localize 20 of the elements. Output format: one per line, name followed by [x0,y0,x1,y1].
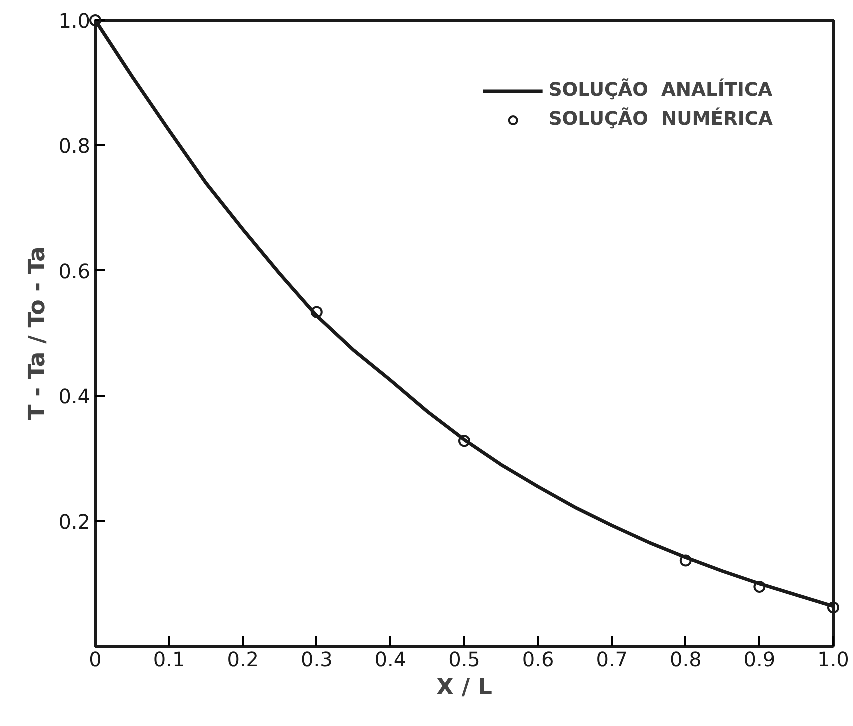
x-tick-label: 0.8 [670,648,702,672]
y-tick-label: 0.4 [58,384,91,409]
y-tick-label: 0.2 [58,510,91,534]
x-tick-label: 0.5 [448,648,480,672]
x-tick-label: 0.1 [153,648,186,672]
x-tick-label: 1.0 [818,648,850,672]
y-tick-label: 0.6 [58,259,91,284]
x-tick-label: 0.6 [522,648,554,672]
x-axis-title: X / L [436,674,492,700]
legend-label: SOLUÇÃO ANALÍTICA [548,80,773,101]
y-tick-label: 0.8 [58,134,91,158]
y-tick-label: 1.0 [58,9,91,33]
x-tick-label: 0 [89,648,102,672]
x-tick-label: 0.9 [744,648,776,672]
legend-label: SOLUÇÃO NUMÉRICA [548,109,773,130]
y-axis-title: T - Ta / To - Ta [24,246,51,420]
x-tick-label: 0.4 [374,648,407,672]
x-tick-label: 0.7 [596,648,628,672]
x-tick-label: 0.3 [300,648,333,672]
x-tick-label: 0.2 [227,648,260,672]
